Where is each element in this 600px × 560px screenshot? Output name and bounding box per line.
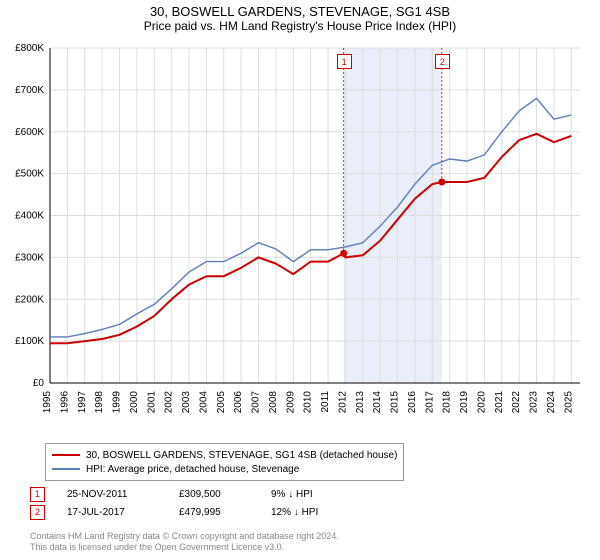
svg-text:2004: 2004 bbox=[198, 391, 209, 414]
svg-text:2018: 2018 bbox=[442, 391, 453, 414]
title-block: 30, BOSWELL GARDENS, STEVENAGE, SG1 4SB … bbox=[0, 0, 600, 33]
svg-text:2009: 2009 bbox=[285, 391, 296, 414]
sale-row: 1 25-NOV-2011 £309,500 9% ↓ HPI bbox=[30, 485, 351, 503]
svg-text:2022: 2022 bbox=[511, 391, 522, 414]
legend-swatch bbox=[52, 454, 80, 456]
svg-text:£300K: £300K bbox=[15, 252, 44, 263]
svg-text:2024: 2024 bbox=[546, 391, 557, 414]
svg-text:2007: 2007 bbox=[251, 391, 262, 414]
sale-diff: 9% ↓ HPI bbox=[271, 489, 351, 500]
svg-text:2017: 2017 bbox=[424, 391, 435, 414]
svg-text:1998: 1998 bbox=[94, 391, 105, 414]
svg-text:2023: 2023 bbox=[529, 391, 540, 414]
svg-text:2013: 2013 bbox=[355, 391, 366, 414]
svg-text:2025: 2025 bbox=[563, 391, 574, 414]
svg-text:2010: 2010 bbox=[303, 391, 314, 414]
svg-text:£700K: £700K bbox=[15, 85, 44, 96]
chart-container: 30, BOSWELL GARDENS, STEVENAGE, SG1 4SB … bbox=[0, 0, 600, 560]
svg-text:£500K: £500K bbox=[15, 169, 44, 180]
svg-text:£800K: £800K bbox=[15, 43, 44, 54]
svg-text:2019: 2019 bbox=[459, 391, 470, 414]
sale-row: 2 17-JUL-2017 £479,995 12% ↓ HPI bbox=[30, 503, 351, 521]
chart-area: £0£100K£200K£300K£400K£500K£600K£700K£80… bbox=[50, 48, 580, 383]
svg-text:1999: 1999 bbox=[112, 391, 123, 414]
sale-date: 17-JUL-2017 bbox=[67, 507, 157, 518]
svg-text:2000: 2000 bbox=[129, 391, 140, 414]
chart-marker-callout: 1 bbox=[337, 54, 352, 69]
svg-text:2014: 2014 bbox=[372, 391, 383, 414]
svg-text:2015: 2015 bbox=[390, 391, 401, 414]
svg-text:£100K: £100K bbox=[15, 336, 44, 347]
svg-text:2005: 2005 bbox=[216, 391, 227, 414]
svg-text:2003: 2003 bbox=[181, 391, 192, 414]
svg-text:1996: 1996 bbox=[59, 391, 70, 414]
svg-text:2008: 2008 bbox=[268, 391, 279, 414]
footer-line: Contains HM Land Registry data © Crown c… bbox=[30, 531, 339, 543]
chart-subtitle: Price paid vs. HM Land Registry's House … bbox=[0, 19, 600, 33]
svg-text:2020: 2020 bbox=[476, 391, 487, 414]
svg-text:£0: £0 bbox=[33, 378, 45, 389]
chart-title: 30, BOSWELL GARDENS, STEVENAGE, SG1 4SB bbox=[0, 4, 600, 19]
legend-swatch bbox=[52, 468, 80, 470]
svg-text:£200K: £200K bbox=[15, 294, 44, 305]
sale-rows: 1 25-NOV-2011 £309,500 9% ↓ HPI 2 17-JUL… bbox=[30, 485, 351, 521]
legend-entry: HPI: Average price, detached house, Stev… bbox=[52, 462, 397, 476]
legend: 30, BOSWELL GARDENS, STEVENAGE, SG1 4SB … bbox=[45, 443, 404, 481]
chart-svg: £0£100K£200K£300K£400K£500K£600K£700K£80… bbox=[50, 48, 580, 423]
svg-text:2021: 2021 bbox=[494, 391, 505, 414]
footer: Contains HM Land Registry data © Crown c… bbox=[30, 531, 339, 554]
svg-text:2002: 2002 bbox=[164, 391, 175, 414]
sale-price: £309,500 bbox=[179, 489, 249, 500]
svg-text:2001: 2001 bbox=[146, 391, 157, 414]
svg-text:£400K: £400K bbox=[15, 211, 44, 222]
svg-text:2012: 2012 bbox=[337, 391, 348, 414]
svg-text:2016: 2016 bbox=[407, 391, 418, 414]
legend-entry: 30, BOSWELL GARDENS, STEVENAGE, SG1 4SB … bbox=[52, 448, 397, 462]
sale-marker-icon: 1 bbox=[30, 487, 45, 502]
svg-text:1997: 1997 bbox=[77, 391, 88, 414]
sale-diff: 12% ↓ HPI bbox=[271, 507, 351, 518]
chart-marker-callout: 2 bbox=[435, 54, 450, 69]
footer-line: This data is licensed under the Open Gov… bbox=[30, 542, 339, 554]
sale-marker-icon: 2 bbox=[30, 505, 45, 520]
svg-text:1995: 1995 bbox=[42, 391, 53, 414]
svg-text:2006: 2006 bbox=[233, 391, 244, 414]
svg-text:£600K: £600K bbox=[15, 127, 44, 138]
svg-text:2011: 2011 bbox=[320, 391, 331, 413]
sale-price: £479,995 bbox=[179, 507, 249, 518]
legend-label: HPI: Average price, detached house, Stev… bbox=[86, 464, 299, 475]
sale-date: 25-NOV-2011 bbox=[67, 489, 157, 500]
legend-label: 30, BOSWELL GARDENS, STEVENAGE, SG1 4SB … bbox=[86, 450, 397, 461]
